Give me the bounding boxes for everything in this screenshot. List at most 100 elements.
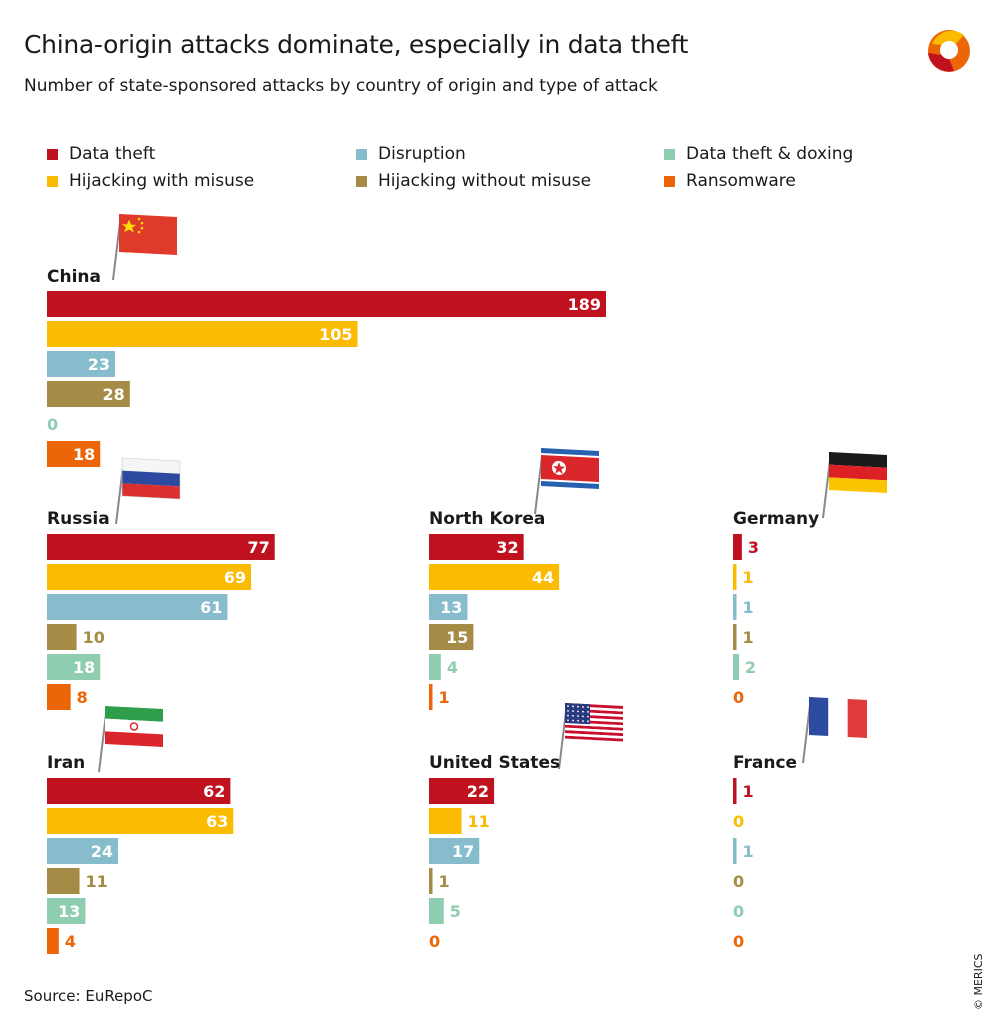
flag-cloth bbox=[121, 457, 181, 500]
legend-swatch bbox=[356, 175, 367, 187]
legend-label: Hijacking without misuse bbox=[378, 171, 592, 191]
data-label: 69 bbox=[224, 568, 246, 587]
copyright-credit: © MERICS bbox=[972, 953, 985, 1011]
data-label: 4 bbox=[447, 658, 458, 677]
country-label: Germany bbox=[733, 509, 819, 529]
flag-stripe bbox=[541, 455, 599, 483]
flag-cloth bbox=[105, 706, 163, 748]
data-label: 11 bbox=[86, 872, 108, 891]
flag-stripe bbox=[122, 483, 180, 500]
bar-data-theft bbox=[733, 778, 737, 804]
bar-hijacking-without-misuse bbox=[47, 381, 130, 407]
legend-item-hijacking-without-misuse: Hijacking without misuse bbox=[356, 171, 591, 191]
flag-stripe bbox=[105, 718, 163, 735]
data-label: 1 bbox=[743, 782, 754, 801]
data-label: 13 bbox=[440, 598, 462, 617]
data-label: 77 bbox=[247, 538, 269, 557]
flag-cloth bbox=[809, 697, 868, 739]
legend-label: Disruption bbox=[378, 144, 466, 164]
flag-star bbox=[587, 720, 589, 723]
data-label: 1 bbox=[439, 872, 450, 891]
data-label: 32 bbox=[496, 538, 518, 557]
flag-star bbox=[567, 705, 569, 708]
flag-stripe bbox=[122, 458, 180, 474]
flag-star bbox=[572, 719, 574, 722]
merics-logo-icon bbox=[924, 26, 974, 80]
bar-disruption bbox=[47, 594, 228, 620]
bar-disruption bbox=[429, 594, 468, 620]
bar-data-theft bbox=[47, 778, 231, 804]
data-label: 105 bbox=[319, 325, 352, 344]
data-label: 28 bbox=[103, 385, 125, 404]
flag-stripe bbox=[105, 706, 163, 722]
flag-stripe bbox=[565, 730, 623, 737]
legend-item-hijacking-with-misuse: Hijacking with misuse bbox=[47, 171, 254, 191]
united-states-flag-icon bbox=[558, 702, 623, 770]
flag-star bbox=[577, 705, 579, 708]
flag-cloth bbox=[829, 452, 887, 494]
bar-hijacking-with-misuse bbox=[429, 564, 560, 590]
data-label: 0 bbox=[47, 415, 58, 434]
flag-star bbox=[553, 461, 565, 475]
china-flag-icon bbox=[112, 213, 177, 281]
flag-star bbox=[572, 710, 574, 713]
legend-label: Data theft bbox=[69, 144, 156, 164]
country-panel-north-korea: North Korea 32 44 13 15 4 1 bbox=[429, 447, 599, 710]
bar-hijacking-with-misuse bbox=[47, 321, 358, 347]
flag-star bbox=[567, 714, 569, 717]
data-label: 1 bbox=[743, 568, 754, 587]
flag-star bbox=[587, 711, 589, 713]
flag-stripe bbox=[565, 724, 623, 731]
flag-star bbox=[137, 217, 141, 221]
data-label: 0 bbox=[733, 902, 744, 921]
bar-data-theft-doxing bbox=[429, 898, 444, 924]
bar-ransomware bbox=[47, 684, 71, 710]
north-korea-flag-icon bbox=[534, 447, 599, 515]
flag-cloth bbox=[119, 214, 177, 256]
flag-star bbox=[122, 219, 136, 233]
bar-disruption bbox=[429, 838, 480, 864]
data-label: 22 bbox=[467, 782, 489, 801]
legend-swatch bbox=[664, 148, 675, 160]
data-label: 23 bbox=[88, 355, 110, 374]
bar-data-theft bbox=[47, 534, 275, 560]
flag-stripe bbox=[829, 464, 887, 481]
country-panel-france: France 1 0 1 0 0 0 bbox=[733, 696, 868, 951]
country-label: North Korea bbox=[429, 509, 545, 529]
chart-title: China-origin attacks dominate, especiall… bbox=[24, 30, 689, 59]
legend-item-disruption: Disruption bbox=[356, 144, 466, 164]
flag-stripe bbox=[828, 698, 848, 738]
bar-data-theft bbox=[429, 534, 524, 560]
flag-star bbox=[582, 710, 584, 713]
bar-hijacking-with-misuse bbox=[47, 808, 234, 834]
data-label: 13 bbox=[58, 902, 80, 921]
legend-item-ransomware: Ransomware bbox=[664, 171, 796, 191]
data-label: 15 bbox=[446, 628, 468, 647]
country-panel-germany: Germany 3 1 1 1 20 bbox=[733, 451, 887, 707]
flag-stripe bbox=[565, 727, 623, 734]
bar-data-theft bbox=[47, 291, 606, 317]
flag-stripe bbox=[565, 735, 623, 742]
flag-star bbox=[582, 720, 584, 722]
bar-data-theft bbox=[429, 778, 495, 804]
country-label: United States bbox=[429, 753, 560, 773]
bar-data-theft-doxing bbox=[733, 654, 739, 680]
flag-star bbox=[582, 706, 584, 708]
flag-star bbox=[587, 715, 589, 718]
data-label: 44 bbox=[532, 568, 554, 587]
flag-stripe bbox=[565, 733, 623, 739]
legend-swatch bbox=[664, 175, 675, 187]
flag-star bbox=[587, 706, 589, 709]
bar-hijacking-without-misuse bbox=[47, 624, 77, 650]
russia-flag-icon bbox=[115, 457, 181, 525]
data-label: 2 bbox=[745, 658, 756, 677]
bar-hijacking-without-misuse bbox=[47, 868, 80, 894]
bar-disruption bbox=[733, 594, 737, 620]
legend-label: Ransomware bbox=[686, 171, 796, 191]
data-label: 17 bbox=[452, 842, 474, 861]
data-label: 62 bbox=[203, 782, 225, 801]
flag-stripe bbox=[105, 731, 163, 748]
data-label: 18 bbox=[73, 658, 95, 677]
flag-stripe bbox=[829, 477, 887, 494]
